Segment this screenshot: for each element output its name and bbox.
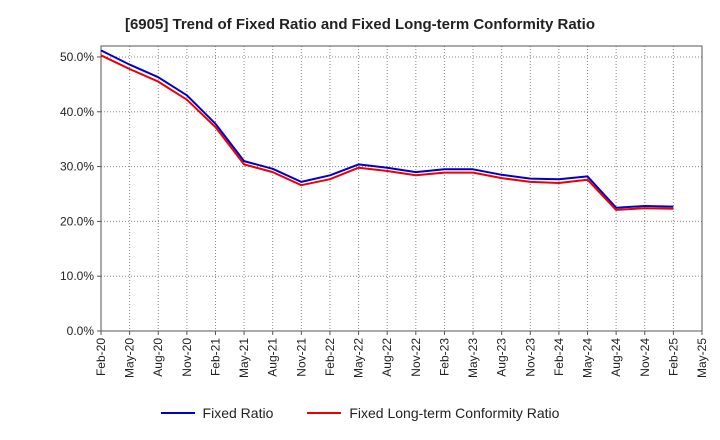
y-tick-label: 10.0% (60, 269, 94, 283)
y-tick-label: 30.0% (60, 160, 94, 174)
x-tick-label: Feb-23 (437, 338, 451, 376)
x-tick-label: Feb-22 (323, 338, 337, 376)
x-tick-label: May-24 (581, 338, 595, 378)
x-tick-label: Feb-24 (552, 338, 566, 376)
x-tick-label: Nov-22 (409, 338, 423, 377)
legend-swatch-fixed-long-term-conformity-ratio (307, 412, 342, 414)
x-tick-label: Aug-21 (266, 338, 280, 377)
series-line-fixed-long-term-conformity-ratio (100, 54, 674, 211)
x-tick-label: May-22 (352, 338, 366, 378)
y-tick-label: 40.0% (60, 105, 94, 119)
x-tick-label: Nov-21 (294, 338, 308, 377)
x-tick-label: Feb-25 (666, 338, 680, 376)
y-tick-label: 20.0% (60, 214, 94, 228)
chart-title: [6905] Trend of Fixed Ratio and Fixed Lo… (124, 16, 596, 33)
y-tick-label: 0.0% (67, 324, 95, 338)
legend-item-fixed-long-term-conformity-ratio: Fixed Long-term Conformity Ratio (307, 405, 559, 421)
x-tick-label: Nov-20 (180, 338, 194, 377)
x-tick-label: May-20 (123, 338, 137, 378)
series-line-fixed-ratio (100, 49, 674, 209)
x-tick-label: Aug-23 (495, 338, 509, 377)
x-tick-label: Aug-24 (609, 338, 623, 377)
legend: Fixed Ratio Fixed Long-term Conformity R… (0, 405, 720, 421)
x-axis: Feb-20 May-20 Aug-20 Nov-20 Feb-21 May-21 Aug-… (94, 331, 709, 378)
x-tick-label: Aug-20 (151, 338, 165, 377)
x-tick-label: May-25 (695, 338, 709, 378)
series-lines (100, 49, 674, 211)
y-axis: 0.0% 10.0% 20.0% 30.0% 40.0% 50.0% (60, 50, 101, 338)
legend-label-fixed-long-term-conformity-ratio: Fixed Long-term Conformity Ratio (349, 405, 560, 421)
x-tick-label: Aug-22 (380, 338, 394, 377)
legend-label-fixed-ratio: Fixed Ratio (202, 405, 274, 421)
plot-frame (100, 45, 703, 332)
legend-swatch-fixed-ratio (160, 412, 195, 414)
legend-item-fixed-ratio: Fixed Ratio (160, 405, 274, 421)
x-tick-label: Nov-23 (523, 338, 537, 377)
x-tick-label: Feb-20 (94, 338, 108, 376)
x-tick-label: May-23 (466, 338, 480, 378)
grid (101, 46, 702, 332)
y-tick-label: 50.0% (60, 50, 94, 64)
x-tick-label: Nov-24 (638, 338, 652, 377)
x-tick-label: Feb-21 (208, 338, 222, 376)
x-tick-label: May-21 (237, 338, 251, 378)
